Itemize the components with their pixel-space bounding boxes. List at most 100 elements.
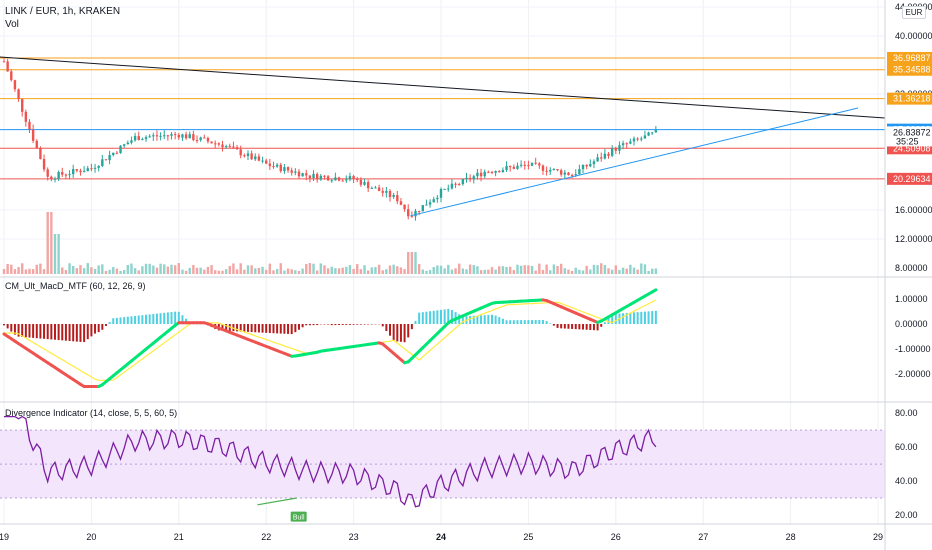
price-tag-box [887,172,932,185]
candle-body [243,155,246,157]
macd-title[interactable]: CM_Ult_MacD_MTF (60, 12, 26, 9) [5,281,146,291]
candle-body [184,134,188,139]
candle-body [334,177,337,181]
macd-histogram-bar [425,311,428,324]
candle-body [487,171,490,173]
volume-bar [28,268,31,274]
candle-body [210,141,213,144]
time-axis-label: 21 [174,532,184,542]
candle-body [203,137,206,139]
volume-bar [104,270,108,274]
volume-bar [112,267,115,274]
volume-bar [640,263,643,274]
volume-bar [199,267,202,274]
volume-bar [82,268,86,274]
macd-histogram-bar [640,311,643,324]
volume-bar [2,269,6,274]
volume-bar [254,268,257,274]
macd-histogram-bar [410,324,413,330]
candle-body [410,216,414,218]
volume-bar [90,267,93,274]
candle-body [297,171,301,177]
volume-bar [152,265,155,274]
macd-histogram-bar [17,324,20,337]
candle-body [370,187,374,189]
macd-histogram-bar [633,312,636,324]
candle-body [206,137,210,142]
volume-bar [574,267,577,274]
macd-histogram-bar [654,310,657,324]
candle-body [141,139,144,141]
volume-bar [214,270,217,274]
time-axis-label: 23 [349,532,359,542]
volume-bar [31,269,35,274]
candle-body [366,182,370,189]
macd-histogram-bar [516,320,519,324]
candle-body [93,167,97,169]
candle-body [443,188,446,190]
macd-histogram-bar [166,312,169,324]
volume-bar [621,267,625,274]
macd-histogram-bar [236,324,239,332]
currency-badge[interactable]: EUR [902,6,926,19]
candle-body [447,188,450,190]
volume-bar [21,263,24,274]
candle-body [563,172,567,175]
symbol-title[interactable]: LINK / EUR, 1h, KRAKEN [5,6,121,17]
candle-body [352,176,355,180]
macd-histogram-bar [392,324,395,341]
trend-lines[interactable] [0,56,886,217]
rsi-title[interactable]: Divergence Indicator (14, close, 5, 5, 6… [5,408,178,418]
bull-badge [290,511,307,522]
candle-body [512,166,516,169]
macd-histogram-bar [53,324,56,340]
volume-bar [425,270,428,274]
candle-body [403,204,406,210]
macd-histogram-bar [534,320,537,324]
price-levels[interactable] [0,57,885,180]
volume-bar [326,268,330,274]
candle-body [152,135,155,137]
macd-histogram-bar [447,308,450,324]
time-axis-label: 27 [698,532,708,542]
candle-body [130,140,133,143]
macd-histogram-bar [596,324,599,331]
candle-body [290,170,293,173]
candle-body [432,199,435,203]
candle-body [556,169,559,171]
candle-body [261,160,264,162]
volume-bar [436,265,439,274]
candle-body [68,174,71,176]
macd-histogram-bar [487,314,490,324]
candles[interactable] [2,58,658,221]
volume-bar [439,265,443,274]
macd-histogram-bar [21,324,24,337]
candle-body [603,153,607,159]
rsi-band [0,429,885,499]
volume-bar [115,268,119,274]
volume-bar [618,269,621,274]
macd-histogram-bar [64,324,67,341]
macd-histogram-bar [6,324,9,329]
volume-bar [512,270,516,274]
macd-histogram-bar [556,324,559,328]
candle-body [90,168,93,170]
rsi-line [4,415,657,508]
volume-bar [345,266,348,274]
macd-histogram-bar [250,324,253,333]
candle-body [596,157,599,162]
macd-histogram-bar [531,320,534,324]
candle-body [166,135,170,137]
volume-bar [17,267,20,274]
volume-bar [35,264,38,274]
macd-axis-tick: 1.00000 [895,294,928,304]
macd-histogram-bar [94,324,97,334]
volume-bar [505,266,508,274]
volume-bar [352,268,355,274]
volume-bar [243,269,246,274]
candle-body [177,134,180,138]
macd-histogram-bar [39,324,42,339]
candle-body [450,183,454,189]
